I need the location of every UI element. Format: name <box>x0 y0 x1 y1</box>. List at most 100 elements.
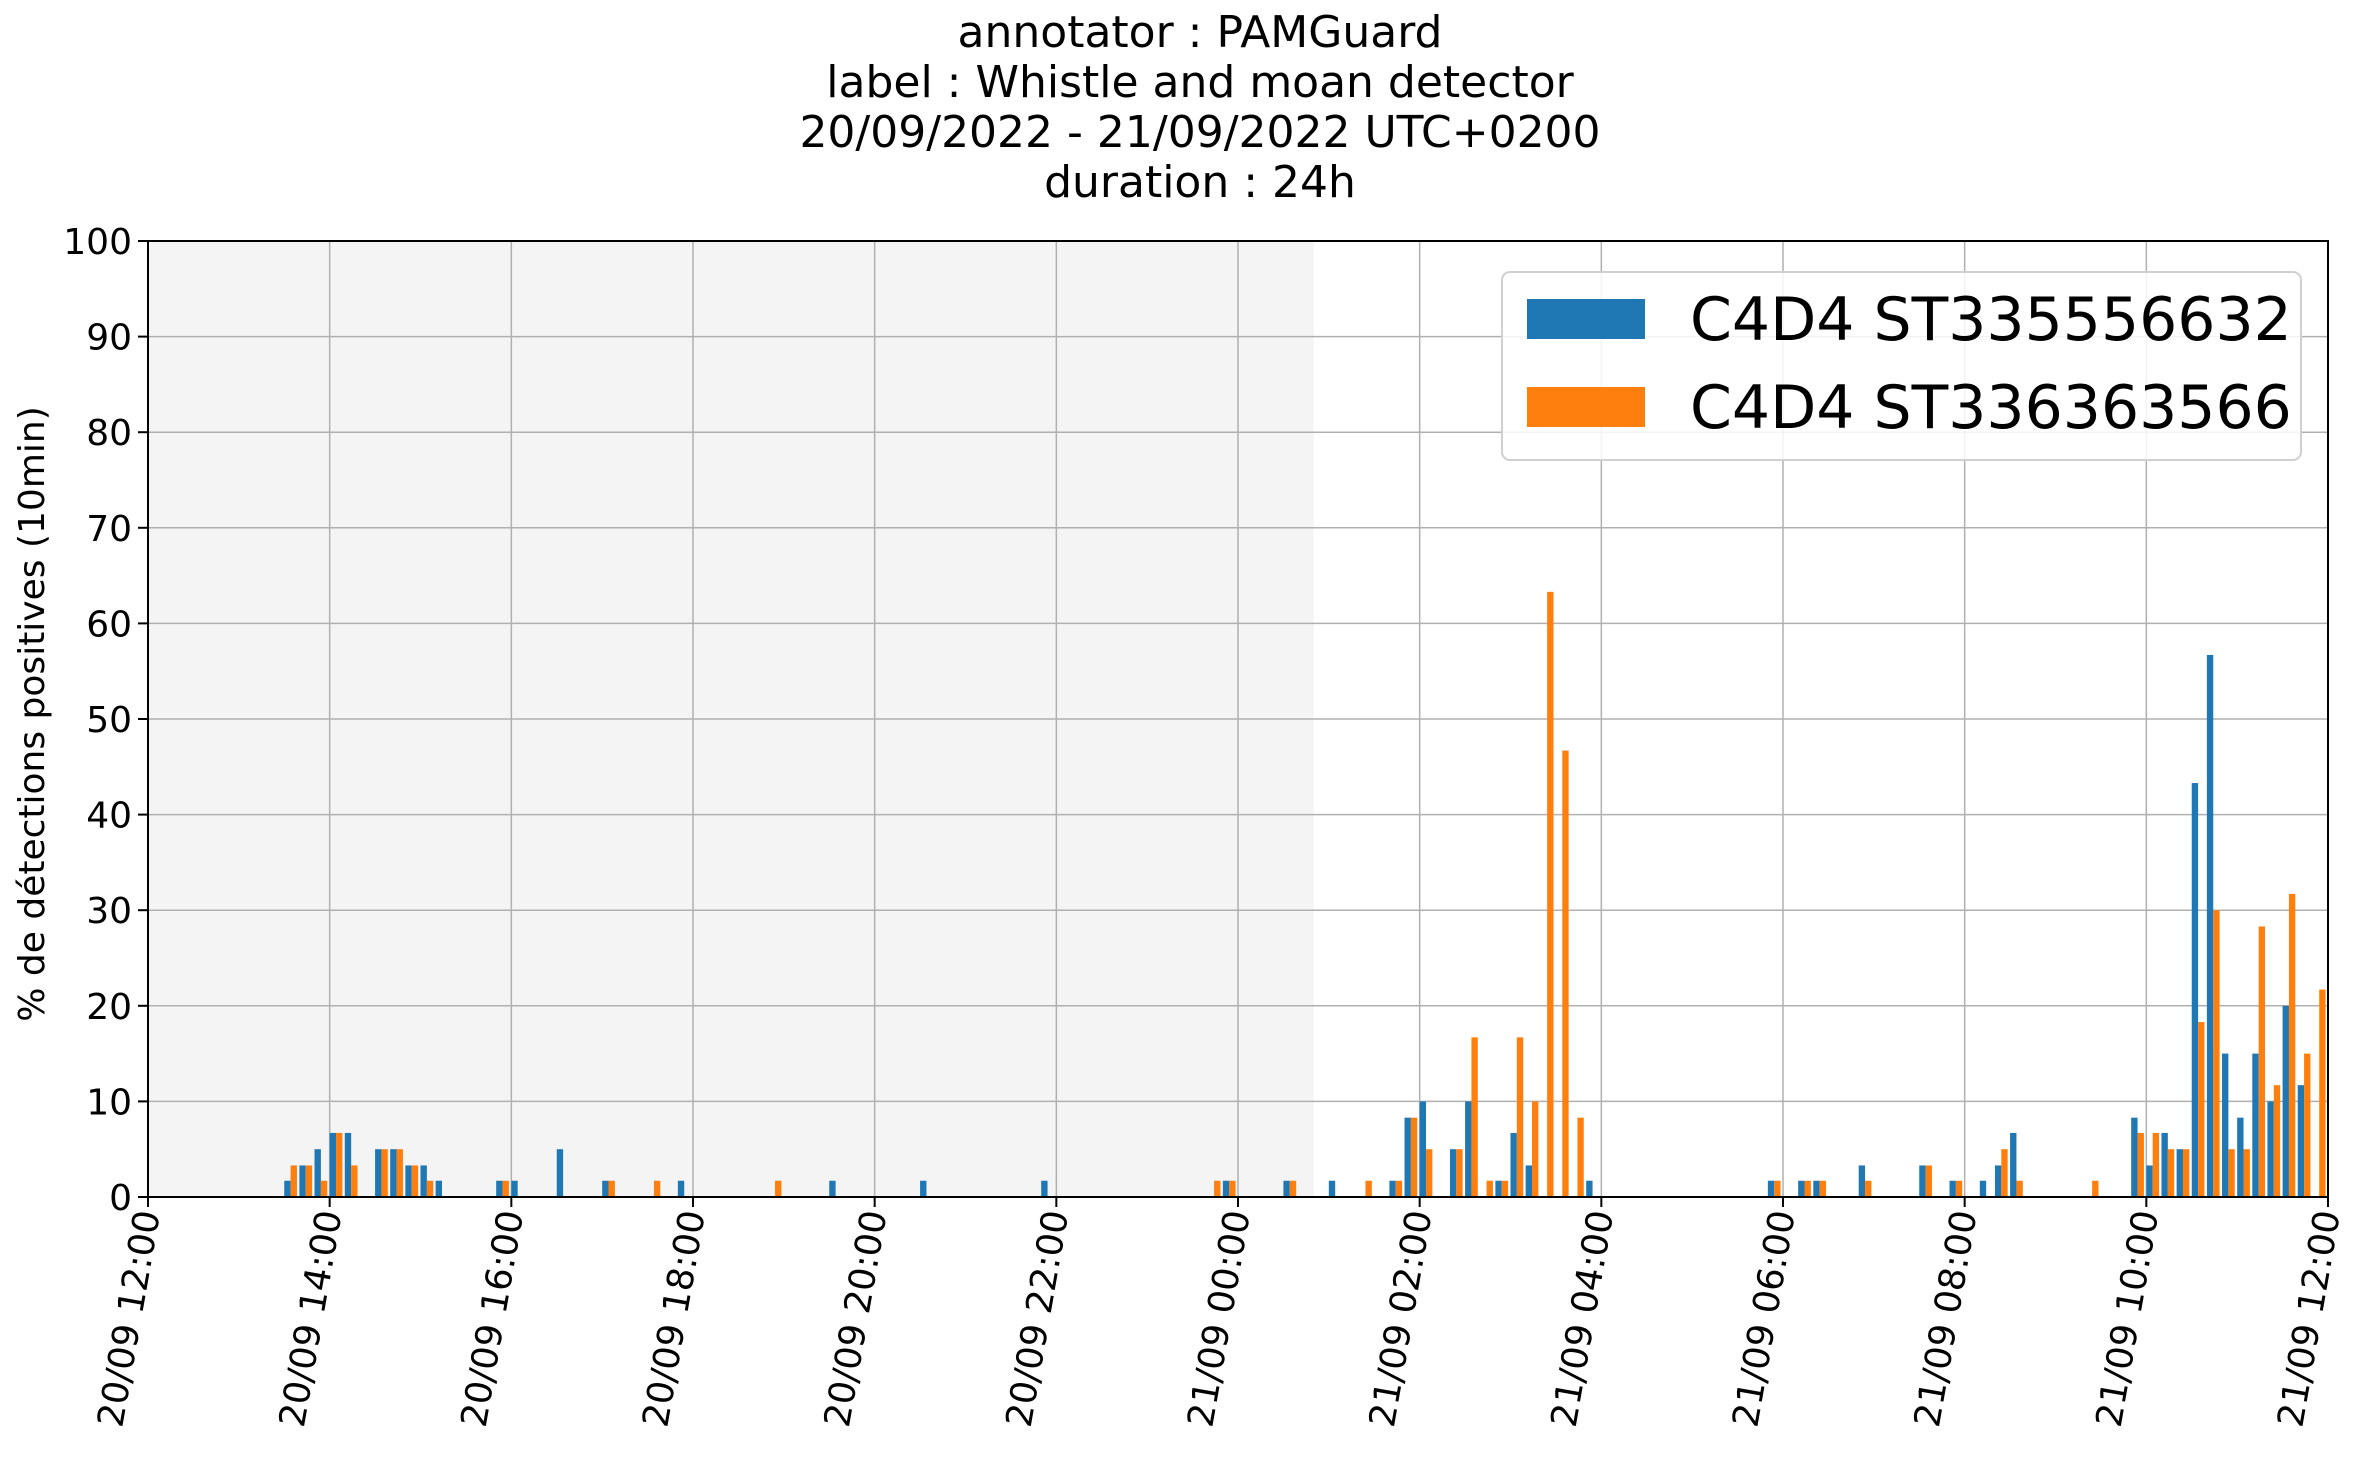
chart-title: annotator : PAMGuard label : Whistle and… <box>799 7 1600 208</box>
bar-series-1-25 <box>1531 1101 1539 1197</box>
x-tick-label-7: 21/09 02:00 <box>1362 1207 1440 1430</box>
bar-series-0-15 <box>829 1180 836 1197</box>
bar-series-0-29 <box>1586 1180 1593 1197</box>
x-tick-label-0: 20/09 12:00 <box>90 1207 168 1430</box>
y-tick-label-9: 90 <box>86 318 132 359</box>
bar-series-1-32 <box>1865 1180 1872 1197</box>
bar-series-0-42 <box>2176 1149 2183 1197</box>
bar-series-1-43 <box>2213 910 2220 1197</box>
bar-series-1-47 <box>2273 1085 2281 1197</box>
y-tick-label-3: 30 <box>86 891 132 932</box>
bar-series-0-44 <box>2206 654 2214 1197</box>
bar-series-1-42 <box>2198 1022 2205 1197</box>
bar-series-0-13 <box>602 1180 609 1197</box>
bar-series-1-21 <box>1471 1037 1478 1197</box>
bar-series-1-14 <box>1229 1180 1236 1197</box>
bar-series-1-4 <box>351 1165 358 1197</box>
bar-series-1-37 <box>2092 1180 2099 1197</box>
bar-series-1-24 <box>1516 1037 1524 1197</box>
bar-series-1-10 <box>608 1180 615 1197</box>
bar-series-1-35 <box>2001 1149 2008 1197</box>
bar-series-0-38 <box>2010 1132 2017 1197</box>
bar-series-1-34 <box>1955 1180 1963 1197</box>
bar-series-1-5 <box>381 1149 388 1197</box>
bar-series-0-45 <box>2222 1053 2229 1197</box>
x-tick-label-12: 21/09 12:00 <box>2270 1207 2348 1430</box>
bar-series-1-48 <box>2288 893 2296 1197</box>
x-tick-label-5: 20/09 22:00 <box>999 1207 1077 1430</box>
bar-series-0-49 <box>2282 1005 2289 1197</box>
bar-series-0-9 <box>435 1180 442 1197</box>
bar-series-0-34 <box>1919 1165 1926 1197</box>
title-line-4: duration : 24h <box>1044 157 1356 208</box>
bar-series-1-12 <box>775 1180 782 1197</box>
bar-series-0-43 <box>2191 783 2199 1197</box>
bar-series-1-41 <box>2182 1149 2190 1197</box>
bar-series-1-16 <box>1365 1180 1372 1197</box>
bar-series-0-25 <box>1465 1101 1472 1197</box>
bar-series-1-0 <box>290 1165 297 1197</box>
x-tick-label-6: 21/09 00:00 <box>1180 1207 1258 1430</box>
plot-area <box>147 240 2329 1198</box>
bar-series-1-7 <box>411 1165 419 1197</box>
bar-series-0-2 <box>314 1149 321 1197</box>
y-tick-label-5: 50 <box>86 700 132 741</box>
bar-series-1-30 <box>1804 1180 1811 1197</box>
bar-series-1-19 <box>1426 1149 1433 1197</box>
bar-series-0-33 <box>1858 1165 1866 1197</box>
bar-series-0-23 <box>1419 1101 1427 1197</box>
bar-series-1-49 <box>2304 1053 2311 1197</box>
y-tick-label-2: 20 <box>86 987 132 1028</box>
bar-series-0-18 <box>1222 1180 1230 1197</box>
y-tick-label-1: 10 <box>86 1082 132 1123</box>
title-line-3: 20/09/2022 - 21/09/2022 UTC+0200 <box>799 107 1600 158</box>
bar-series-0-8 <box>420 1165 427 1197</box>
bar-series-1-13 <box>1214 1180 1221 1197</box>
bar-series-0-11 <box>511 1180 518 1197</box>
legend-box <box>1501 271 2302 461</box>
bar-series-0-3 <box>329 1132 337 1197</box>
bar-series-1-44 <box>2228 1149 2235 1197</box>
bar-series-1-17 <box>1395 1180 1403 1197</box>
bar-series-0-4 <box>344 1132 352 1197</box>
bar-series-0-1 <box>299 1165 306 1197</box>
bar-series-1-26 <box>1547 591 1554 1197</box>
bar-series-0-10 <box>496 1180 503 1197</box>
y-axis-label: % de détections positives (10min) <box>12 406 53 1022</box>
legend-swatch-1 <box>1527 387 1645 427</box>
bar-series-0-19 <box>1283 1180 1290 1197</box>
y-tick-label-6: 60 <box>86 604 132 645</box>
bar-series-1-40 <box>2167 1149 2175 1197</box>
bar-series-0-30 <box>1767 1180 1775 1197</box>
bar-series-0-24 <box>1449 1149 1457 1197</box>
x-tick-label-4: 20/09 20:00 <box>817 1207 895 1430</box>
bar-series-1-28 <box>1577 1117 1584 1197</box>
bar-series-0-40 <box>2146 1165 2153 1197</box>
title-line-1: annotator : PAMGuard <box>958 7 1443 58</box>
y-tick-label-7: 70 <box>86 509 132 550</box>
bar-series-0-28 <box>1525 1165 1532 1197</box>
bar-series-0-32 <box>1813 1180 1820 1197</box>
bar-series-0-12 <box>556 1149 564 1197</box>
bar-series-1-33 <box>1925 1165 1932 1197</box>
bar-series-0-26 <box>1495 1180 1502 1197</box>
bar-series-1-29 <box>1774 1180 1781 1197</box>
bar-series-1-46 <box>2258 926 2266 1197</box>
bar-series-0-0 <box>284 1180 291 1197</box>
bar-series-0-22 <box>1404 1117 1411 1197</box>
legend: C4D4 ST335556632 C4D4 ST336363566 <box>1501 271 2302 461</box>
bar-series-0-14 <box>677 1180 685 1197</box>
bar-series-0-50 <box>2297 1085 2305 1197</box>
legend-label-0: C4D4 ST335556632 <box>1690 285 2292 355</box>
x-tick-label-2: 20/09 16:00 <box>454 1207 532 1430</box>
bar-series-0-17 <box>1041 1180 1048 1197</box>
x-tick-label-3: 20/09 18:00 <box>635 1207 713 1430</box>
y-tick-label-8: 80 <box>86 413 132 454</box>
bar-series-1-9 <box>502 1180 509 1197</box>
bar-series-1-8 <box>426 1180 434 1197</box>
bar-series-1-18 <box>1410 1117 1418 1197</box>
legend-swatch-0 <box>1527 299 1645 339</box>
bar-series-1-1 <box>305 1165 313 1197</box>
bar-series-1-27 <box>1562 750 1569 1197</box>
x-tick-label-11: 21/09 10:00 <box>2089 1207 2167 1430</box>
